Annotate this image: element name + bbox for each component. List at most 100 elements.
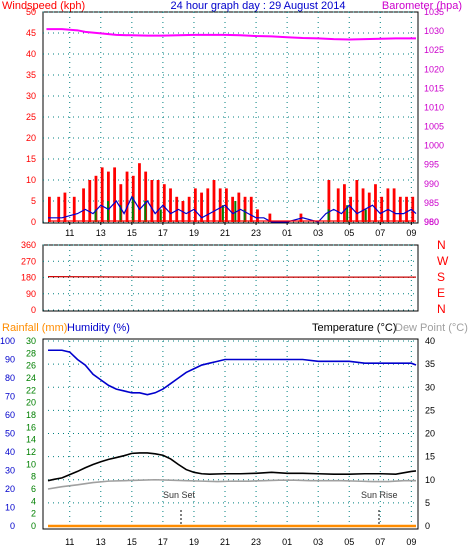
- sunset-label: Sun Set: [163, 490, 196, 500]
- wind-green-7: [234, 201, 237, 222]
- x-tick-bot-19: 19: [189, 537, 199, 547]
- wind-bar-15: [150, 180, 154, 222]
- y-tick-temp-25: 25: [425, 405, 435, 415]
- wind-bar-6: [94, 175, 98, 222]
- bottom-panel: [42, 338, 419, 530]
- wind-average-line: [48, 195, 417, 223]
- wind-bar-47: [405, 196, 408, 222]
- wind-green-5: [159, 209, 162, 222]
- y-tick-temp-5: 5: [425, 498, 430, 508]
- x-tick-bot-09: 09: [406, 537, 416, 547]
- y-tick-hum-20: 20: [5, 484, 15, 494]
- humidity-axis-label: Humidity (%): [67, 322, 130, 334]
- compass-w: W: [437, 254, 449, 268]
- x-tick-top-13: 13: [96, 228, 106, 238]
- wind-green-4: [144, 201, 147, 222]
- y-tick-rain-6: 6: [31, 484, 36, 494]
- y-tick-wind-5: 5: [31, 196, 36, 206]
- y-tick-temp-35: 35: [425, 359, 435, 369]
- y-tick-hum-70: 70: [5, 392, 15, 402]
- tick-labels: 11 13 15 17 19 21 23 01 03 05 07 090510152025303540…: [0, 7, 444, 547]
- wind-green-1: [107, 201, 110, 222]
- chart-marks: [46, 28, 417, 528]
- wind-bar-44: [386, 188, 390, 222]
- x-tick-bot-05: 05: [344, 537, 354, 547]
- temperature-line: [47, 452, 417, 482]
- dewpoint-line: [47, 478, 416, 490]
- y-tick-rain-2: 2: [31, 509, 36, 519]
- wind-bar-7: [100, 167, 104, 222]
- windspeed-axis-label: Windspeed (kph): [2, 0, 85, 12]
- barometer-axis-label: Barometer (hpa): [382, 0, 462, 12]
- y-tick-wind-10: 10: [26, 175, 36, 185]
- y-tick-baro-980: 980: [424, 217, 439, 227]
- y-tick-hum-60: 60: [5, 410, 15, 420]
- wind-bar-40: [361, 188, 365, 222]
- wind-green-8: [243, 209, 246, 222]
- y-tick-hum-0: 0: [10, 521, 15, 531]
- wind-bar-33: [268, 213, 272, 222]
- y-tick-rain-4: 4: [31, 496, 36, 506]
- y-tick-rain-12: 12: [26, 447, 36, 457]
- y-tick-temp-40: 40: [425, 336, 435, 346]
- wind-bar-4: [82, 188, 85, 222]
- x-tick-top-15: 15: [127, 228, 137, 238]
- x-tick-top-21: 21: [220, 228, 230, 238]
- wind-bar-3: [72, 196, 76, 222]
- wind-bar-17: [162, 184, 166, 222]
- y-tick-wind-30: 30: [26, 91, 36, 101]
- x-tick-top-11: 11: [65, 228, 74, 238]
- humidity-line: [48, 349, 417, 396]
- dewpoint-axis-label: Dew Point (°C): [395, 322, 468, 334]
- wind-bar-29: [237, 192, 241, 222]
- wind-bar-19: [175, 196, 179, 222]
- compass-labels: N W S E N: [437, 238, 449, 316]
- y-tick-temp-0: 0: [425, 521, 430, 531]
- rainfall-axis-label: Rainfall (mm): [2, 322, 67, 334]
- wind-bar-11: [125, 171, 129, 222]
- x-tick-bot-07: 07: [375, 537, 385, 547]
- x-tick-top-09: 09: [406, 228, 416, 238]
- wind-bar-16: [156, 180, 160, 222]
- wind-bar-42: [374, 184, 377, 222]
- x-tick-top-07: 07: [375, 228, 385, 238]
- x-tick-bot-23: 23: [251, 537, 261, 547]
- y-tick-baro-1000: 1000: [424, 141, 444, 151]
- wind-bar-13: [138, 163, 141, 222]
- wind-bar-10: [119, 184, 123, 222]
- wind-bar-1: [57, 196, 61, 222]
- compass-n-bottom: N: [437, 302, 446, 316]
- y-tick-rain-18: 18: [26, 410, 36, 420]
- wind-bar-14: [144, 171, 148, 222]
- temperature-axis-label: Temperature (°C): [312, 322, 396, 334]
- wind-bar-31: [249, 196, 253, 222]
- x-tick-bot-01: 01: [282, 537, 292, 547]
- direction-panel: [42, 244, 419, 312]
- direction-line: [47, 275, 416, 278]
- wind-bar-37: [343, 184, 346, 222]
- y-tick-rain-26: 26: [26, 361, 36, 371]
- y-tick-rain-14: 14: [26, 435, 36, 445]
- y-tick-rain-10: 10: [26, 459, 36, 469]
- x-tick-bot-17: 17: [158, 537, 168, 547]
- y-tick-hum-90: 90: [5, 355, 15, 365]
- y-tick-dir-360: 360: [21, 240, 36, 250]
- y-tick-baro-1010: 1010: [424, 102, 444, 112]
- wind-green-0: [94, 209, 97, 222]
- y-tick-rain-16: 16: [26, 422, 36, 432]
- wind-bar-18: [169, 188, 172, 222]
- compass-e: E: [437, 286, 445, 300]
- y-tick-baro-extra-960: 960: [424, 217, 439, 227]
- wind-green-2: [119, 205, 122, 222]
- y-tick-temp-20: 20: [425, 429, 435, 439]
- y-tick-wind-25: 25: [26, 112, 36, 122]
- y-tick-wind-20: 20: [26, 133, 36, 143]
- y-tick-hum-10: 10: [5, 503, 15, 513]
- compass-s: S: [437, 270, 445, 284]
- y-tick-rain-22: 22: [26, 385, 36, 395]
- wind-bar-32: [256, 209, 259, 222]
- y-tick-wind-50: 50: [26, 7, 36, 17]
- y-tick-temp-10: 10: [425, 475, 435, 485]
